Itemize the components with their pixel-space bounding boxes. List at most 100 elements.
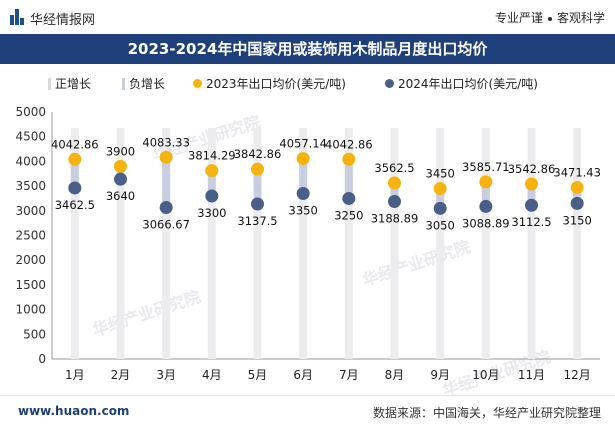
range-bar-down	[253, 169, 262, 205]
data-label-2024: 3112.5	[511, 215, 551, 229]
data-label-2024: 3250	[334, 208, 363, 222]
y-tick-label: 2000	[15, 253, 46, 267]
data-label-2024: 3150	[563, 213, 592, 227]
point-2024	[114, 172, 127, 186]
data-label-2024: 3066.67	[142, 218, 190, 232]
point-2024	[525, 198, 538, 212]
tagline-left: 专业严谨	[494, 11, 543, 25]
legend-down-swatch	[122, 77, 125, 90]
range-bar-down	[481, 181, 490, 207]
tagline-right: 客观科学	[556, 11, 605, 25]
category-column	[481, 128, 490, 359]
x-tick-label: 7月	[339, 368, 359, 382]
legend-label-up: 正增长	[55, 77, 92, 91]
y-tick-label: 3500	[15, 179, 46, 193]
x-tick-label: 10月	[472, 368, 499, 382]
category-column	[344, 128, 353, 359]
legend-2024-swatch	[385, 79, 394, 88]
point-2024	[159, 201, 173, 215]
data-label-2023: 3814.29	[188, 149, 236, 163]
point-2023	[68, 152, 82, 166]
point-2023	[251, 162, 264, 176]
point-2024	[68, 181, 82, 195]
category-column	[70, 128, 79, 359]
range-bar-down	[344, 159, 353, 199]
category-column	[253, 128, 262, 359]
point-2024	[205, 189, 219, 203]
point-2024	[570, 196, 584, 210]
category-column	[527, 128, 536, 359]
y-tick-label: 1500	[15, 278, 46, 292]
data-label-2024: 3640	[106, 189, 135, 203]
point-2023	[570, 181, 584, 195]
x-tick-label: 5月	[248, 368, 268, 382]
x-tick-label: 1月	[65, 368, 85, 382]
data-label-2023: 3542.86	[508, 162, 556, 176]
y-tick-label: 5000	[15, 105, 46, 119]
data-label-2023: 3450	[426, 167, 455, 181]
point-2023	[525, 177, 538, 191]
category-column	[390, 128, 399, 359]
point-2024	[296, 187, 310, 201]
y-tick-label: 0	[38, 352, 46, 366]
x-tick-label: 4月	[202, 368, 222, 382]
legend-item-2023: 2023年出口均价(美元/吨)	[193, 75, 346, 92]
footer-url[interactable]: www.huaon.com	[18, 404, 130, 418]
range-bar-down	[207, 170, 216, 196]
point-2024	[251, 197, 264, 211]
data-label-2024: 3300	[197, 206, 226, 220]
brand-name: 华经情报网	[30, 13, 96, 28]
range-bar-down	[299, 158, 308, 194]
legend-label-down: 负增长	[129, 77, 166, 91]
tagline: 专业严谨 客观科学	[495, 9, 605, 26]
legend-2023-swatch	[193, 79, 202, 88]
data-label-2023: 4057.14	[279, 137, 327, 151]
x-tick-label: 9月	[430, 368, 450, 382]
category-column	[436, 128, 445, 359]
range-bar-down	[70, 159, 79, 188]
logo-icon	[10, 9, 24, 25]
point-2023	[479, 175, 493, 189]
x-tick-label: 11月	[518, 368, 545, 382]
y-tick-label: 4500	[15, 130, 46, 144]
title-bar: 2023-2024年中国家用或装饰用木制品月度出口均价	[0, 34, 615, 64]
x-tick-label: 8月	[385, 368, 405, 382]
legend-label-2023: 2023年出口均价(美元/吨)	[206, 77, 346, 91]
y-tick-label: 2500	[15, 229, 46, 243]
category-column	[162, 128, 171, 359]
data-label-2023: 4083.33	[142, 135, 190, 149]
legend-item-up: 正增长	[48, 75, 91, 92]
chart-title: 2023-2024年中国家用或装饰用木制品月度出口均价	[127, 40, 488, 58]
category-column	[299, 128, 308, 359]
data-label-2024: 3050	[426, 218, 455, 232]
separator-dot-icon	[547, 16, 552, 21]
legend-item-down: 负增长	[122, 75, 165, 92]
data-label-2023: 3562.5	[374, 161, 414, 175]
data-label-2023: 3585.71	[462, 160, 510, 174]
legend-item-2024: 2024年出口均价(美元/吨)	[385, 75, 538, 92]
footer-source: 数据来源：中国海关，华经产业研究院整理	[372, 406, 601, 420]
category-column	[207, 128, 216, 359]
point-2024	[479, 199, 493, 213]
legend-label-2024: 2024年出口均价(美元/吨)	[398, 77, 538, 91]
y-tick-label: 1000	[15, 303, 46, 317]
point-2023	[388, 176, 401, 190]
point-2023	[205, 164, 219, 178]
y-tick-label: 4000	[15, 154, 46, 168]
point-2023	[296, 152, 310, 166]
footer: www.huaon.com 数据来源：中国海关，华经产业研究院整理	[0, 395, 615, 428]
category-column	[573, 128, 582, 359]
point-2023	[159, 150, 173, 164]
x-tick-label: 12月	[564, 368, 591, 382]
range-bar-down	[573, 187, 582, 204]
data-label-2023: 3471.43	[553, 166, 601, 180]
y-tick-label: 500	[23, 327, 46, 341]
legend-up-swatch	[48, 77, 51, 90]
chart-legend: 正增长 负增长 2023年出口均价(美元/吨) 2024年出口均价(美元/吨)	[0, 72, 615, 94]
data-label-2024: 3088.89	[462, 216, 510, 230]
point-2024	[433, 201, 447, 215]
point-2024	[342, 191, 356, 205]
category-column	[116, 128, 125, 359]
point-2023	[114, 159, 127, 173]
chart-svg: 0 500 1000 1500 2000 2500 3000 3500 4000 4500 5000…	[15, 105, 601, 382]
